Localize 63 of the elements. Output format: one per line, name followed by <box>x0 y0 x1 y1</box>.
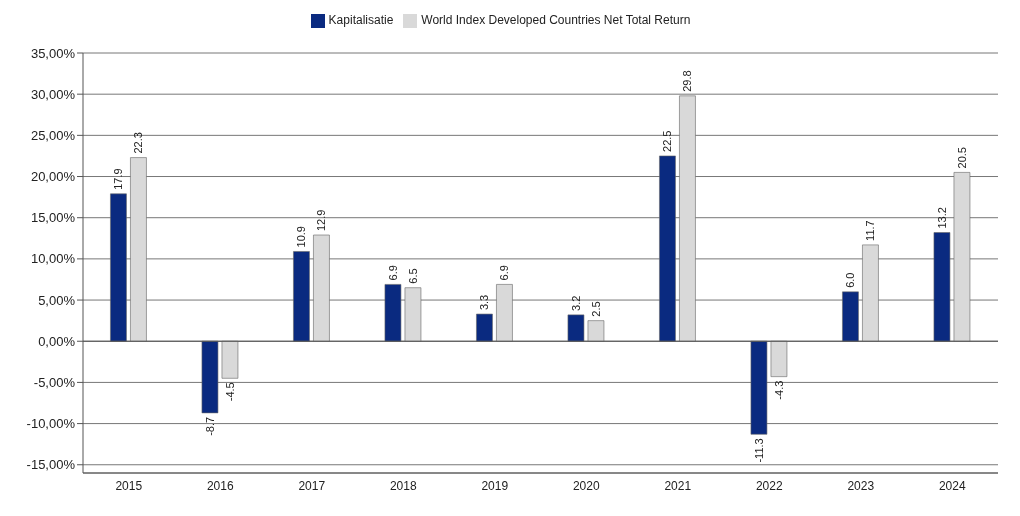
x-tick-label: 2022 <box>755 478 783 493</box>
bar <box>933 232 951 342</box>
y-tick-label: 35,00% <box>30 45 76 61</box>
x-tick-label: 2018 <box>389 478 417 493</box>
x-tick-label: 2017 <box>298 478 326 493</box>
bar <box>842 291 859 342</box>
y-tick-label: -5,00% <box>33 375 76 391</box>
data-label: 3.3 <box>478 294 491 311</box>
y-tick-label: 10,00% <box>30 251 76 267</box>
y-tick-label: -15,00% <box>26 457 76 473</box>
data-label: 3.2 <box>569 295 582 311</box>
y-tick-label: -10,00% <box>26 416 76 432</box>
x-tick-label: 2015 <box>115 478 143 493</box>
y-tick-label: 20,00% <box>30 169 76 185</box>
data-label: -11.3 <box>752 438 765 463</box>
data-label: 10.9 <box>295 226 308 248</box>
data-label: 22.5 <box>661 130 674 152</box>
bar <box>567 314 585 342</box>
legend-label: Kapitalisatie <box>328 13 394 27</box>
y-tick-label: 15,00% <box>30 210 76 226</box>
x-tick-label: 2021 <box>664 478 692 493</box>
data-label: 6.5 <box>406 268 419 284</box>
bar <box>476 313 493 342</box>
data-label: -8.7 <box>203 416 216 436</box>
bar <box>750 340 768 435</box>
data-label: 20.5 <box>955 146 968 169</box>
bar <box>953 172 971 342</box>
y-tick-label: 30,00% <box>30 86 76 102</box>
x-tick-label: 2024 <box>938 478 966 493</box>
bar <box>862 244 879 342</box>
x-tick-label: 2016 <box>206 478 234 493</box>
bar <box>496 284 513 342</box>
bar <box>404 287 422 342</box>
bar <box>679 95 696 342</box>
data-label: 2.5 <box>589 301 602 317</box>
data-label: 6.9 <box>498 265 511 281</box>
bar <box>384 284 402 342</box>
bar <box>130 157 147 342</box>
data-label: 12.9 <box>315 209 328 231</box>
y-tick-label: 5,00% <box>38 292 76 308</box>
bar <box>313 234 330 342</box>
data-label: 6.9 <box>386 265 399 281</box>
data-label: -4.5 <box>223 382 236 402</box>
data-label: 11.7 <box>864 220 877 241</box>
y-tick-label: 0,00% <box>38 333 76 349</box>
x-tick-label: 2023 <box>847 478 875 493</box>
bar <box>587 320 605 342</box>
legend-label: World Index Developed Countries Net Total Return <box>421 13 691 27</box>
data-label: 29.8 <box>681 70 694 92</box>
x-tick-label: 2020 <box>572 478 600 493</box>
data-label: -4.3 <box>772 380 785 400</box>
bar <box>110 193 127 342</box>
bar <box>770 340 788 377</box>
y-tick-label: 25,00% <box>30 127 76 143</box>
bar <box>201 340 219 414</box>
bar <box>221 340 239 379</box>
bar <box>659 155 676 342</box>
data-label: 6.0 <box>844 272 857 288</box>
data-label: 17.9 <box>112 168 125 190</box>
bar <box>293 251 310 342</box>
data-label: 13.2 <box>935 207 948 229</box>
x-tick-label: 2019 <box>481 478 509 493</box>
data-label: 22.3 <box>132 132 145 154</box>
